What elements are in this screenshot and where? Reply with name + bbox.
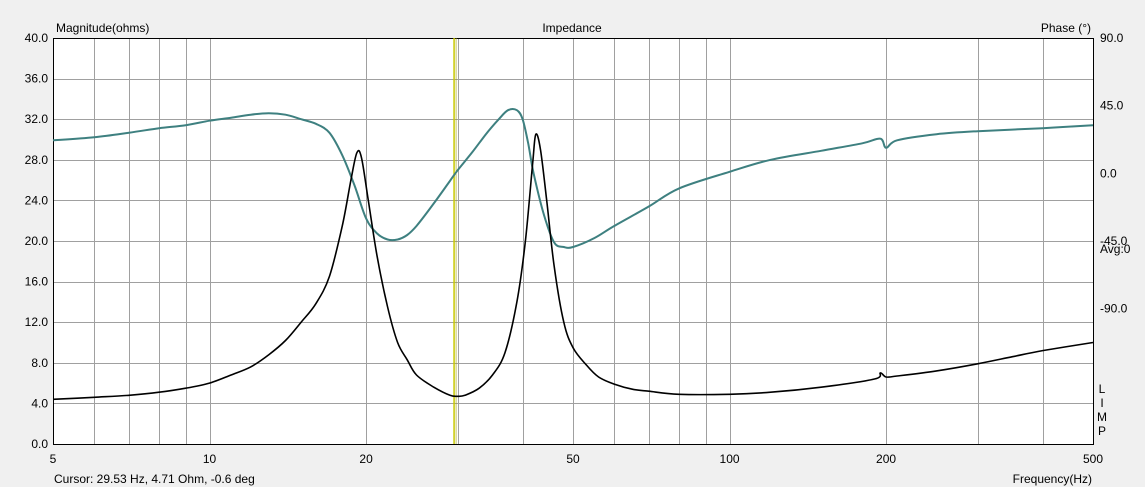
cursor-readout: Cursor: 29.53 Hz, 4.71 Ohm, -0.6 deg [54,472,255,486]
y-left-tick-label: 40.0 [25,31,49,45]
x-tick-label: 20 [359,452,373,466]
series-phase-line [52,108,1094,249]
left-axis-title: Magnitude(ohms) [56,21,149,35]
y-right-tick-label: -45.0 [1100,234,1128,248]
x-tick-label: 50 [566,452,580,466]
x-tick-label: 100 [720,452,740,466]
x-tick-label: 10 [203,452,217,466]
chart-title: Impedance [542,21,602,35]
y-left-tick-label: 36.0 [25,72,49,86]
y-left-tick-label: 32.0 [25,112,49,126]
y-left-tick-label: 16.0 [25,275,49,289]
x-axis-title: Frequency(Hz) [1013,472,1092,486]
y-left-tick-label: 20.0 [25,234,49,248]
limp-letter: M [1097,410,1107,424]
y-right-tick-labels: 90.0 45.0 0.0 -45.0 -90.0 [1100,31,1128,316]
y-left-tick-label: 24.0 [25,193,49,207]
x-tick-labels: 5 10 20 50 100 200 500 [50,452,1104,466]
limp-letter: P [1098,424,1106,438]
series-magnitude-line [52,133,1094,401]
limp-letter: L [1099,382,1106,396]
right-axis-title: Phase (°) [1041,21,1091,35]
y-right-tick-label: -90.0 [1100,302,1128,316]
x-tick-label: 5 [50,452,57,466]
y-left-tick-label: 0.0 [31,437,48,451]
y-right-tick-label: 45.0 [1100,99,1124,113]
y-left-tick-label: 8.0 [31,356,48,370]
y-left-tick-labels: 0.0 4.0 8.0 12.0 16.0 20.0 24.0 28.0 32.0 36.0 40.… [25,31,49,451]
y-left-tick-label: 12.0 [25,315,49,329]
y-right-tick-label: 0.0 [1100,166,1117,180]
y-right-tick-label: 90.0 [1100,31,1124,45]
y-left-tick-label: 4.0 [31,396,48,410]
plot-frame [53,38,1094,445]
x-tick-label: 200 [876,452,896,466]
limp-letter: I [1100,396,1103,410]
x-tick-label: 500 [1083,452,1103,466]
phase-average-label: Avg:0 [1100,242,1131,256]
y-left-tick-label: 28.0 [25,153,49,167]
